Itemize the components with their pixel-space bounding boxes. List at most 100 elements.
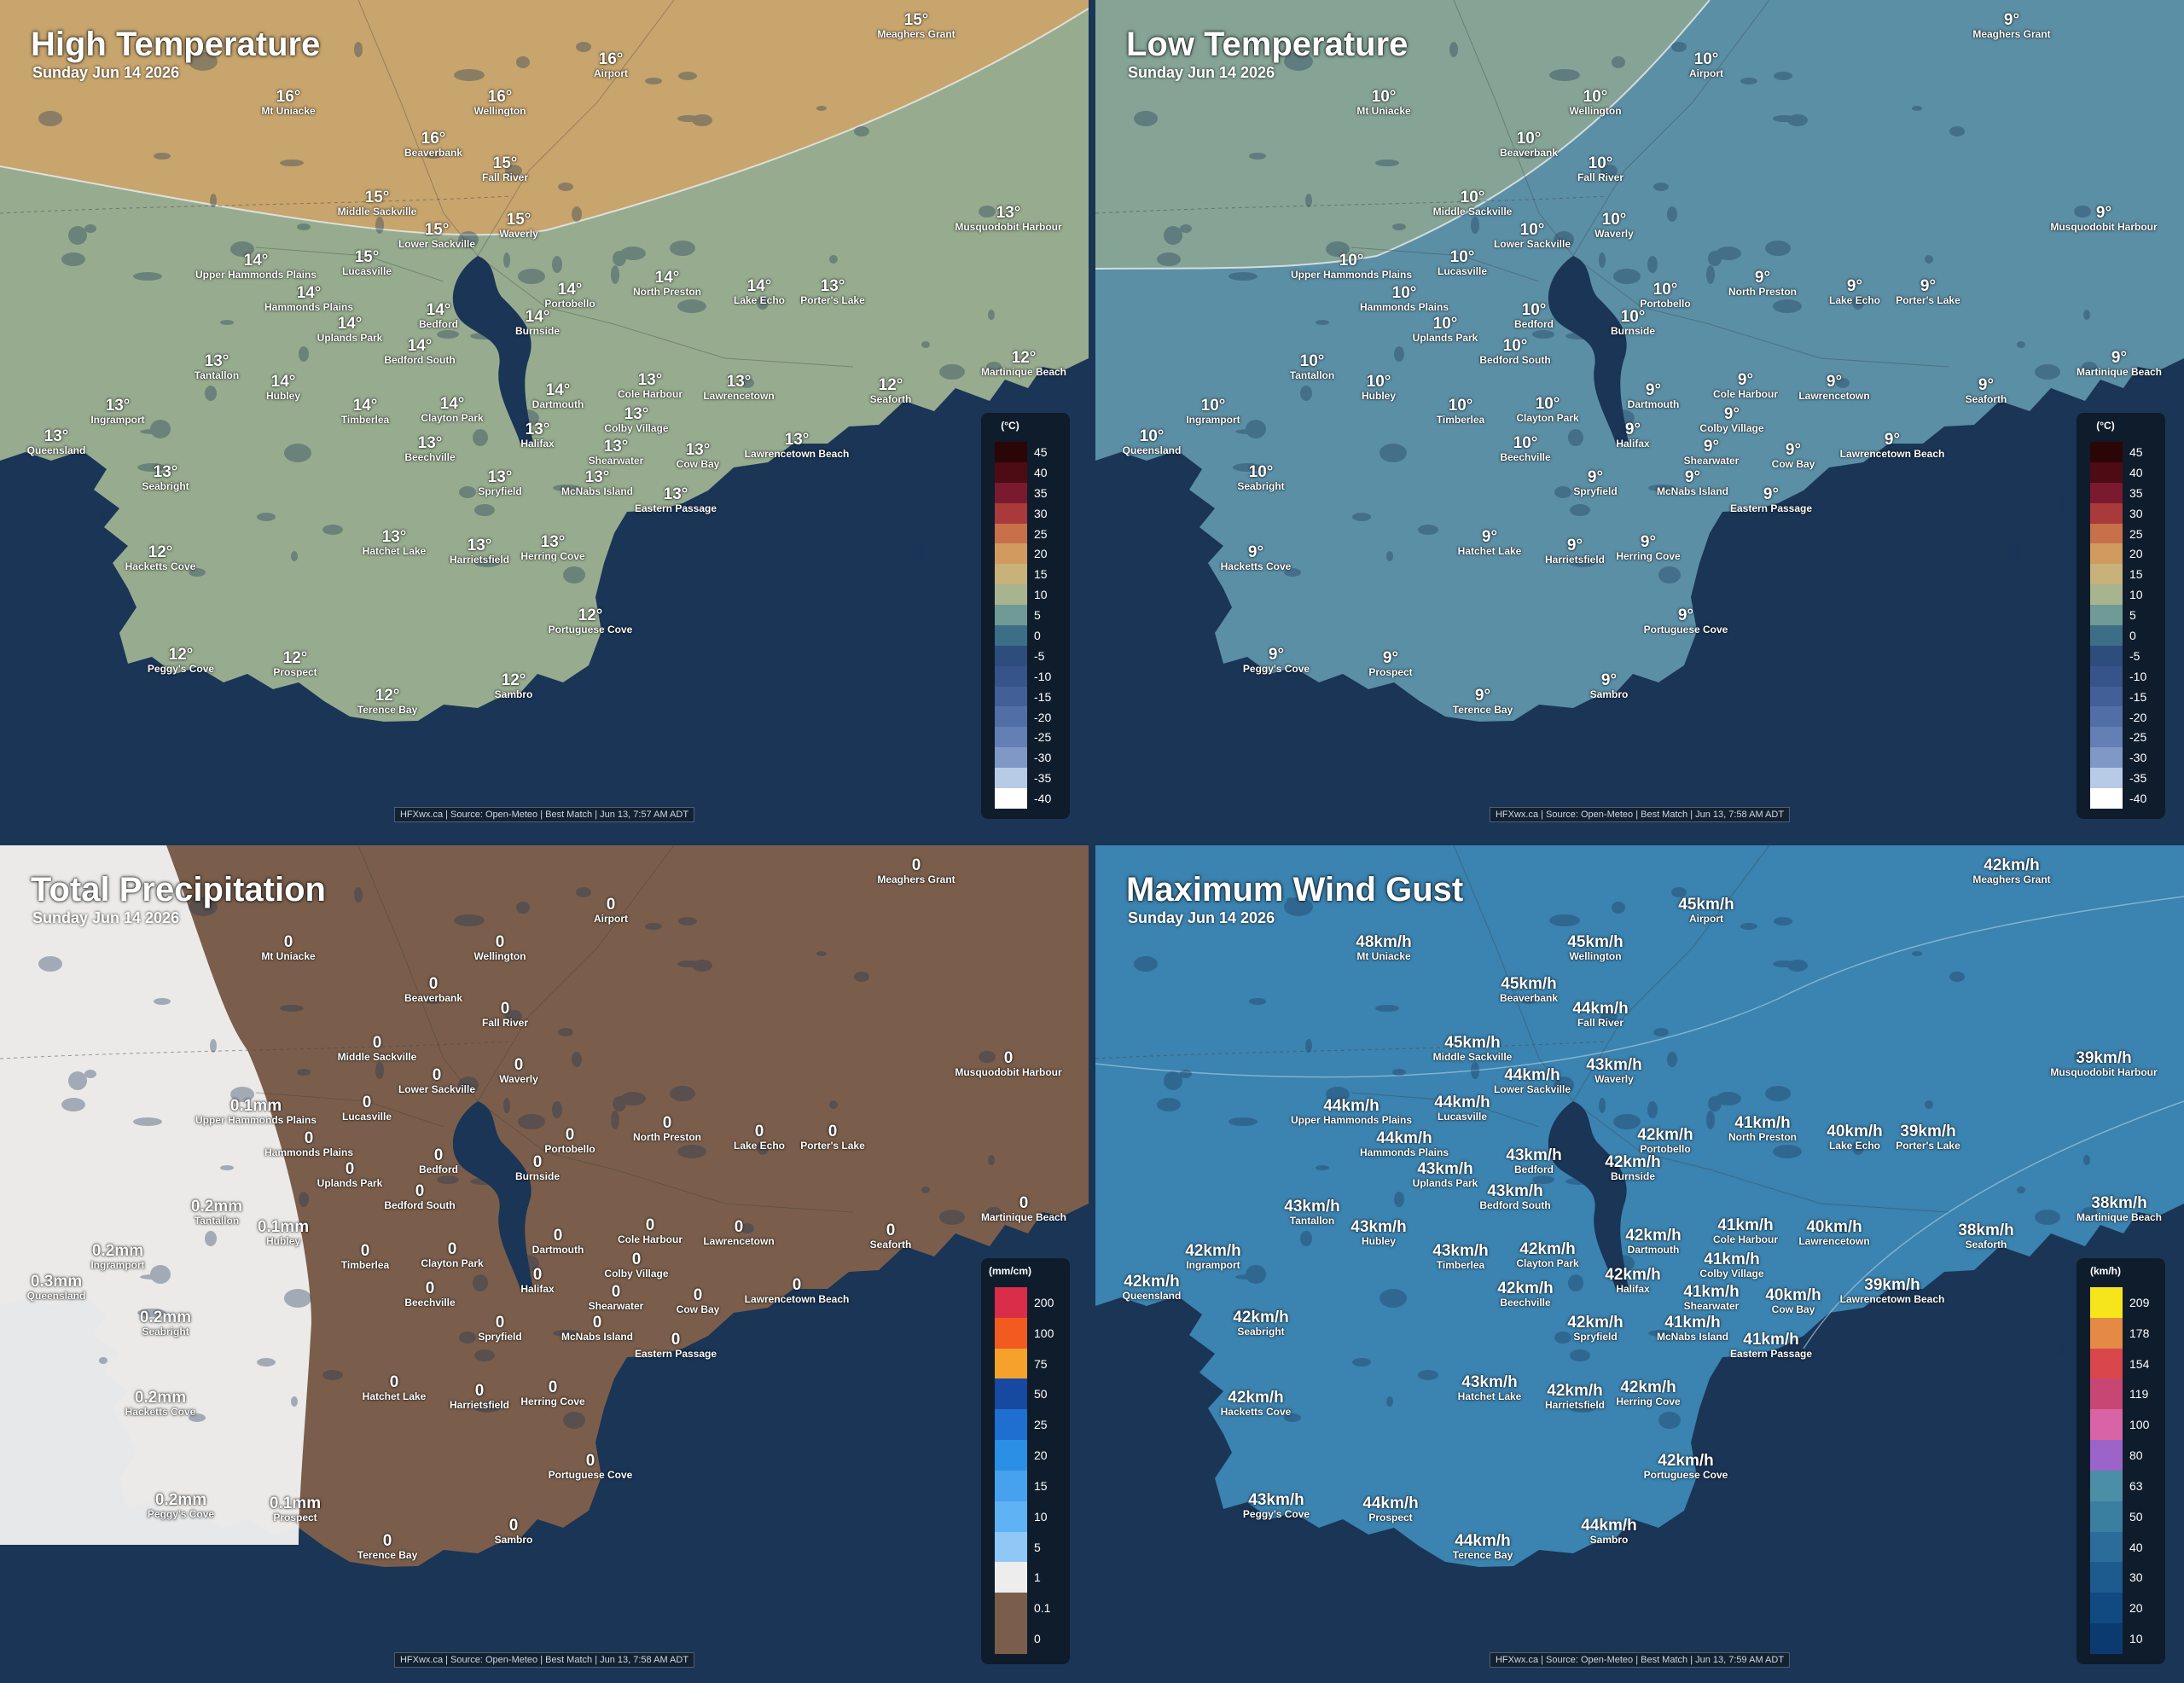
place-label: 0 Timberlea	[341, 1243, 389, 1270]
place-label: 0 Fall River	[482, 1001, 528, 1028]
place-label: 0 Burnside	[515, 1154, 560, 1181]
legend-label: 10	[1034, 588, 1048, 602]
place-value: 0	[425, 1280, 435, 1297]
legend-label: 20	[1034, 1448, 1048, 1463]
place-label: 10° Upper Hammonds Plains	[1291, 252, 1412, 280]
place-name: Seabright	[1237, 1326, 1285, 1338]
place-label: 0.1mm Upper Hammonds Plains	[195, 1098, 317, 1125]
place-name: Clayton Park	[1516, 1257, 1579, 1269]
place-label: 16° Airport	[594, 51, 628, 78]
legend-label: -40	[1034, 792, 1052, 806]
legend-swatch	[995, 645, 1027, 666]
place-value: 10°	[1516, 130, 1542, 148]
legend-label: 5	[2129, 608, 2136, 623]
map-canvas[interactable]	[0, 0, 1089, 838]
place-name: Lucasville	[1437, 1111, 1488, 1123]
place-name: Musquodobit Harbour	[2050, 1066, 2158, 1078]
place-label: 41km/h McNabs Island	[1657, 1314, 1728, 1342]
place-name: Beaverbank	[404, 147, 463, 159]
place-value: 43km/h	[1487, 1182, 1543, 1200]
place-name: Hubley	[1361, 1235, 1397, 1247]
place-name: Meaghers Grant	[877, 873, 956, 885]
place-name: Peggy's Cove	[147, 1508, 215, 1520]
place-value: 9°	[1684, 468, 1701, 486]
legend-bar	[2090, 1287, 2123, 1654]
place-label: 43km/h Bedford	[1506, 1147, 1561, 1175]
legend-label: 40	[1034, 465, 1048, 479]
place-value: 0.3mm	[30, 1273, 83, 1291]
place-value: 10°	[1448, 397, 1473, 415]
place-label: 16° Mt Uniacke	[261, 89, 315, 116]
place-name: Martinique Beach	[980, 366, 1067, 378]
map-canvas[interactable]	[1095, 845, 2184, 1683]
legend-label: 35	[2129, 485, 2143, 500]
legend-unit: (°C)	[2096, 420, 2115, 432]
place-name: Portobello	[1640, 1143, 1691, 1155]
place-label: 9° Musquodobit Harbour	[2050, 205, 2157, 232]
place-label: 10° Beechville	[1500, 435, 1550, 462]
place-label: 10° Clayton Park	[1516, 396, 1578, 423]
legend-label: 50	[1034, 1387, 1048, 1402]
map-canvas[interactable]	[0, 845, 1089, 1683]
place-label: 0.3mm Queensland	[27, 1274, 86, 1301]
place-name: Shearwater	[1683, 1300, 1740, 1312]
place-value: 0	[553, 1227, 563, 1245]
place-name: Tantallon	[1289, 369, 1335, 381]
place-value: 10°	[1620, 308, 1646, 326]
place-value: 0	[886, 1222, 896, 1239]
panel-title: High Temperature	[31, 26, 321, 63]
map-canvas[interactable]	[1095, 0, 2184, 838]
place-name: Portobello	[544, 298, 595, 310]
place-name: Martinique Beach	[2076, 366, 2163, 378]
place-value: 43km/h	[1248, 1491, 1304, 1509]
legend-bar	[995, 442, 1027, 809]
place-name: Portuguese Cove	[1643, 624, 1728, 635]
place-label: 13° Hatchet Lake	[363, 529, 427, 556]
place-name: Prospect	[1368, 666, 1413, 678]
place-name: Timberlea	[1436, 414, 1485, 426]
place-label: 44km/h Lower Sackville	[1494, 1067, 1571, 1094]
color-legend: (°C) 45 40 35 30 25 20 15 10 5 0 -5 -10 -15 -20 -25 -30…	[2077, 413, 2165, 819]
place-value: 10°	[1200, 397, 1226, 415]
place-name: Musquodobit Harbour	[955, 221, 1062, 233]
place-value: 9°	[1474, 687, 1491, 705]
place-label: 44km/h Terence Bay	[1453, 1533, 1513, 1560]
legend-swatch	[2090, 624, 2123, 646]
legend-swatch	[995, 502, 1027, 524]
place-name: Bedford South	[1479, 354, 1551, 366]
place-name: Cole Harbour	[1712, 388, 1779, 400]
place-name: Herring Cove	[520, 550, 585, 562]
place-label: 0 Lake Echo	[734, 1123, 785, 1151]
place-label: 12° Prospect	[273, 650, 317, 677]
bedford-basin	[1548, 256, 1629, 444]
place-value: 0	[532, 1153, 543, 1171]
place-value: 10°	[1502, 337, 1528, 355]
place-name: Herring Cove	[1616, 1396, 1681, 1407]
place-label: 14° Uplands Park	[317, 316, 383, 343]
place-value: 42km/h	[1233, 1309, 1289, 1326]
legend-swatch	[995, 787, 1027, 809]
map-panel-low: Low Temperature Sunday Jun 14 2026 HFXwx…	[1095, 0, 2184, 838]
legend-swatch	[2090, 1593, 2123, 1624]
place-label: 9° Colby Village	[1699, 406, 1763, 433]
place-value: 13°	[417, 434, 443, 452]
place-name: Ingramport	[1186, 1259, 1240, 1271]
place-value: 0	[433, 1146, 444, 1164]
place-name: Colby Village	[604, 1268, 669, 1280]
place-label: 0 Portuguese Cove	[549, 1453, 633, 1480]
legend-swatch	[995, 768, 1027, 788]
legend-label: 45	[2129, 444, 2143, 459]
legend-swatch	[2090, 564, 2123, 585]
place-name: Uplands Park	[317, 332, 383, 344]
place-name: Shearwater	[1683, 455, 1740, 467]
place-value: 10°	[1460, 189, 1485, 206]
cool-band	[1095, 0, 1710, 269]
legend-label: 1	[1034, 1570, 1041, 1585]
place-label: 10° Queensland	[1123, 428, 1182, 456]
place-name: Lawrencetown Beach	[1839, 448, 1945, 460]
panel-title: Total Precipitation	[31, 871, 326, 908]
place-value: 14°	[545, 381, 571, 399]
legend-unit: (km/h)	[2090, 1265, 2121, 1277]
place-value: 42km/h	[1620, 1378, 1676, 1396]
place-value: 0	[585, 1452, 595, 1470]
